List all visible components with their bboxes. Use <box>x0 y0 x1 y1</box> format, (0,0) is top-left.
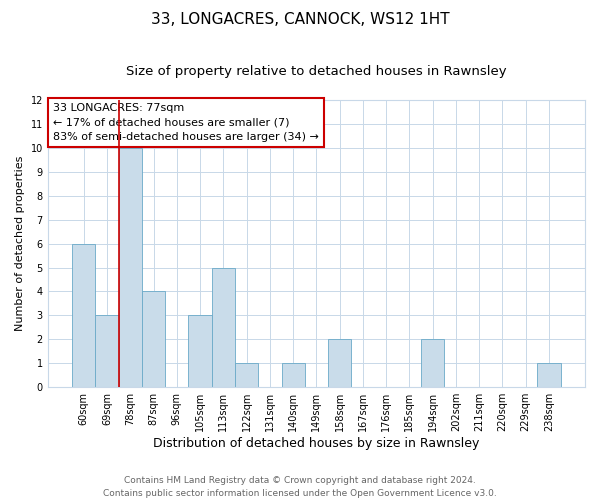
Bar <box>328 340 351 387</box>
Bar <box>188 316 212 387</box>
Bar <box>142 292 165 387</box>
Title: Size of property relative to detached houses in Rawnsley: Size of property relative to detached ho… <box>126 65 507 78</box>
Bar <box>212 268 235 387</box>
Bar <box>119 148 142 387</box>
Text: 33 LONGACRES: 77sqm
← 17% of detached houses are smaller (7)
83% of semi-detache: 33 LONGACRES: 77sqm ← 17% of detached ho… <box>53 103 319 142</box>
Text: 33, LONGACRES, CANNOCK, WS12 1HT: 33, LONGACRES, CANNOCK, WS12 1HT <box>151 12 449 28</box>
Bar <box>72 244 95 387</box>
Bar <box>95 316 119 387</box>
Bar <box>235 364 258 387</box>
Bar <box>281 364 305 387</box>
X-axis label: Distribution of detached houses by size in Rawnsley: Distribution of detached houses by size … <box>153 437 479 450</box>
Bar <box>421 340 445 387</box>
Text: Contains HM Land Registry data © Crown copyright and database right 2024.
Contai: Contains HM Land Registry data © Crown c… <box>103 476 497 498</box>
Bar <box>538 364 560 387</box>
Y-axis label: Number of detached properties: Number of detached properties <box>15 156 25 332</box>
